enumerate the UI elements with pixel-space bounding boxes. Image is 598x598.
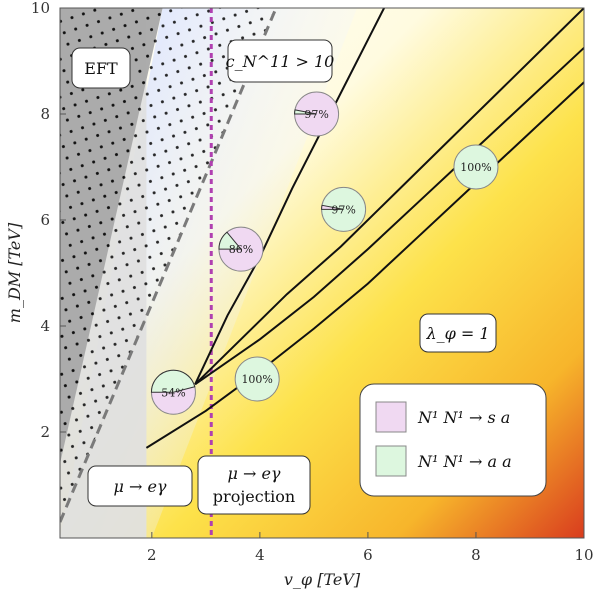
pie-slice: [321, 204, 344, 210]
pie-label: 100%: [460, 161, 491, 174]
mueg-projection-label-2: projection: [213, 487, 295, 506]
pie-marker: 97%: [321, 186, 367, 232]
pie-slice: [218, 231, 243, 250]
pie-slice: [150, 369, 196, 393]
cn-label: c_N^11 > 10: [226, 52, 335, 71]
y-axis-title: m_DM [TeV]: [5, 222, 24, 323]
x-tick-label: 8: [471, 546, 481, 564]
pie-label: 100%: [241, 373, 272, 386]
pie-label: 54%: [161, 386, 185, 399]
y-tick-label: 10: [31, 0, 50, 17]
legend-label-aa: N¹ N¹ → a a: [417, 452, 512, 471]
y-tick-label: 8: [40, 105, 50, 123]
x-tick-label: 10: [574, 546, 593, 564]
pie-label: 97%: [331, 203, 355, 216]
plot-frame: [59, 7, 585, 539]
x-tick-label: 4: [255, 546, 265, 564]
cn-boundary-dashed: [60, 8, 278, 523]
legend-label-sa: N¹ N¹ → s a: [417, 408, 510, 427]
legend: N¹ N¹ → s a N¹ N¹ → a a: [359, 383, 547, 497]
curve-lower-left: [194, 8, 584, 386]
legend-swatch-aa: [375, 445, 407, 477]
pie-label: 97%: [304, 108, 328, 121]
mueg-projection-label: μ → eγ: [227, 464, 280, 483]
mueg-label-box: μ → eγ: [87, 465, 193, 507]
curve-lower-right: [145, 81, 584, 449]
mueg-projection-box: μ → eγ projection: [197, 455, 311, 515]
eft-hatch: [60, 8, 163, 464]
x-axis-title: v_φ [TeV]: [284, 570, 361, 589]
y-tick-label: 4: [40, 317, 50, 335]
cn-label-box: c_N^11 > 10: [226, 39, 335, 83]
lambda-label-box: λ_φ = 1: [419, 313, 497, 353]
x-tick-label: 6: [363, 546, 373, 564]
boundary-curves: [145, 8, 584, 449]
pie-marker: 97%: [294, 91, 340, 137]
eft-label-box: EFT: [71, 47, 131, 89]
pie-label: 86%: [229, 243, 253, 256]
y-tick-label: 6: [40, 211, 50, 229]
curve-upper: [194, 8, 385, 385]
y-tick-label: 2: [40, 423, 50, 441]
pie-marker: 100%: [234, 356, 280, 402]
mueg-label: μ → eγ: [113, 477, 166, 496]
lambda-label: λ_φ = 1: [425, 324, 489, 343]
pie-slice: [294, 109, 317, 115]
pie-marker: 86%: [218, 226, 264, 272]
pie-marker: 100%: [453, 144, 499, 190]
pie-marker: 54%: [150, 369, 196, 415]
curve-lower-mid: [194, 47, 584, 386]
axis-ticks: 2 4 6 8 10 2 4 6 8 10: [31, 0, 594, 564]
x-tick-label: 2: [147, 546, 157, 564]
pie-markers: 54% 86% 97% 100% 97% 100%: [150, 91, 499, 415]
eft-label: EFT: [84, 59, 118, 78]
legend-swatch-sa: [375, 401, 407, 433]
